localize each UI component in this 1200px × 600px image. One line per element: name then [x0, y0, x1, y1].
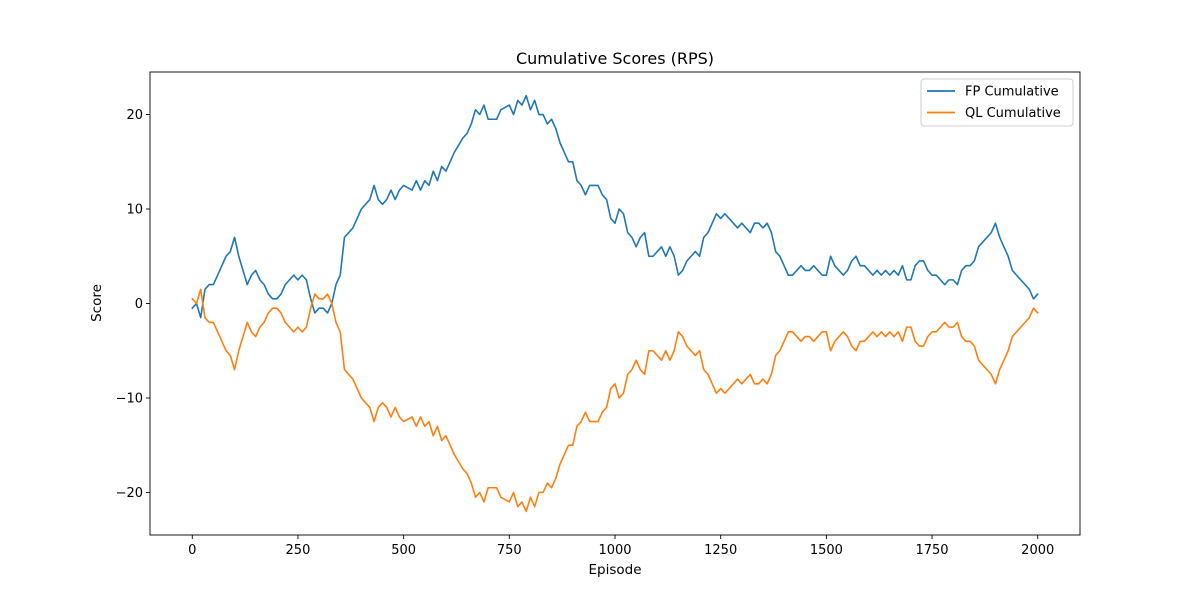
x-tick-label: 250	[286, 543, 311, 558]
y-tick-label: 10	[126, 203, 143, 218]
y-tick-label: 20	[126, 108, 143, 123]
y-tick-label: −10	[116, 391, 143, 406]
legend: FP Cumulative QL Cumulative	[920, 78, 1074, 127]
legend-label-ql-cumulative: QL Cumulative	[965, 106, 1061, 121]
x-tick-label: 750	[497, 543, 522, 558]
x-tick-label: 0	[188, 543, 196, 558]
x-axis-label: Episode	[588, 562, 641, 578]
legend-box	[920, 78, 1074, 127]
y-axis-label: Score	[89, 284, 105, 322]
y-tick-label: 0	[135, 297, 143, 312]
legend-label-fp-cumulative: FP Cumulative	[965, 85, 1059, 100]
x-tick-label: 1500	[810, 543, 843, 558]
plot-area: 0 250 500 750 1000 1250 1500 1750 2000 −20 −10 0 10 2…	[116, 71, 1081, 558]
series-line-ql-cumulative	[191, 288, 1039, 513]
x-tick-label: 1000	[598, 543, 631, 558]
chart-title: Cumulative Scores (RPS)	[516, 49, 714, 68]
x-tick-label: 1750	[915, 543, 948, 558]
x-tick-label: 1250	[704, 543, 737, 558]
y-tick-label: −20	[116, 486, 143, 501]
x-tick-label: 500	[391, 543, 416, 558]
x-tick-label: 2000	[1021, 543, 1054, 558]
series-line-fp-cumulative	[191, 94, 1039, 319]
